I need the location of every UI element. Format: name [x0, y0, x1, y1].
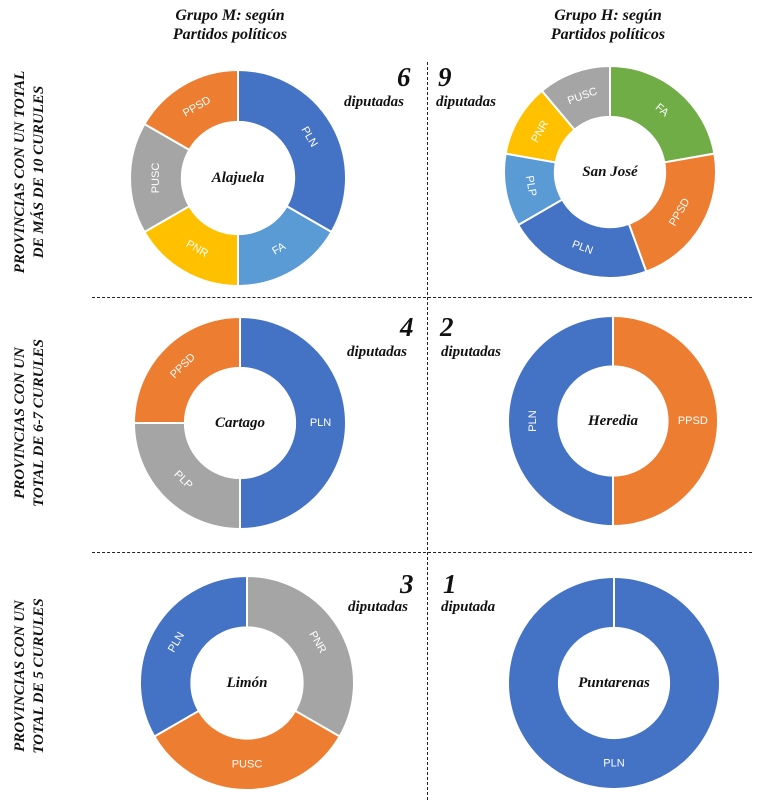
slice-ppsd [627, 152, 717, 273]
row-label-5: PROVINCIAS CON UN TOTAL DE 5 CURULES [11, 556, 49, 796]
group-m-header-line2: Partidos políticos [172, 26, 288, 43]
slice-pln [516, 198, 648, 279]
row-label-line1: PROVINCIAS CON UN [12, 600, 28, 752]
count-label-alajuela: diputadas [344, 94, 405, 110]
count-heredia: 2 [440, 312, 454, 342]
row-label-line1: PROVINCIAS CON UN [12, 347, 28, 499]
count-label-heredia: diputadas [441, 344, 502, 360]
count-alajuela: 6 [397, 62, 411, 92]
slice-label-pusc: PUSC [232, 758, 263, 770]
count-label-san-jose: diputadas [436, 94, 497, 110]
slice-pnr [246, 574, 355, 738]
count-cartago: 4 [400, 312, 414, 342]
province-label-san-jose: San José [582, 164, 639, 180]
slice-label-plp: PLP [523, 175, 538, 198]
group-h-header-line2: Partidos políticos [550, 26, 666, 43]
row-label-line1: PROVINCIAS CON UN TOTAL [12, 70, 28, 274]
row-label-more-than-10: PROVINCIAS CON UN TOTAL DE MÁS DE 10 CUR… [11, 52, 49, 292]
slice-pln [237, 68, 347, 234]
count-puntarenas: 1 [443, 569, 457, 599]
slice-fa [609, 64, 716, 164]
count-label-puntarenas: diputada [441, 599, 496, 615]
group-m-header-line1: Grupo M: según [175, 7, 285, 24]
slice-label-pln: PLN [310, 417, 331, 429]
slice-label-pusc: PUSC [150, 163, 162, 194]
count-limon: 3 [400, 569, 414, 599]
count-label-limon: diputadas [348, 599, 409, 615]
slice-label-pln: PLN [527, 410, 539, 431]
province-label-limon: Limón [226, 675, 268, 691]
slice-ppsd [143, 68, 239, 152]
group-m-header: Grupo M: según Partidos políticos [120, 6, 340, 44]
slice-pln [507, 314, 614, 528]
slice-label-pln: PLN [603, 758, 624, 770]
donut-heredia: PPSD PLN Heredia [507, 314, 719, 528]
province-label-alajuela: Alajuela [211, 170, 265, 186]
province-label-heredia: Heredia [587, 413, 638, 429]
row-label-line2: TOTAL DE 5 CURULES [31, 598, 47, 754]
count-label-cartago: diputadas [347, 344, 408, 360]
row-label-line2: DE MÁS DE 10 CURULES [31, 85, 47, 259]
horizontal-divider-1 [92, 297, 752, 298]
group-h-header-line1: Grupo H: según [554, 7, 662, 24]
slice-pln [506, 576, 722, 790]
province-label-puntarenas: Puntarenas [578, 675, 650, 691]
donut-puntarenas: PLN Puntarenas [506, 576, 722, 790]
slice-ppsd [612, 314, 719, 528]
slice-plp [132, 422, 241, 531]
vertical-divider [427, 62, 428, 800]
slice-pln [239, 315, 347, 531]
row-label-line2: TOTAL DE 6-7 CURULES [31, 339, 47, 507]
slice-label-ppsd: PPSD [678, 415, 708, 427]
slice-pusc [540, 64, 611, 132]
province-label-cartago: Cartago [215, 415, 265, 431]
slice-ppsd [132, 315, 241, 424]
slice-pln [139, 574, 248, 738]
count-san-jose: 9 [438, 62, 452, 92]
slice-pusc [152, 709, 342, 791]
row-label-6-7: PROVINCIAS CON UN TOTAL DE 6-7 CURULES [11, 303, 49, 543]
horizontal-divider-2 [92, 552, 752, 553]
group-h-header: Grupo H: según Partidos políticos [498, 6, 718, 44]
